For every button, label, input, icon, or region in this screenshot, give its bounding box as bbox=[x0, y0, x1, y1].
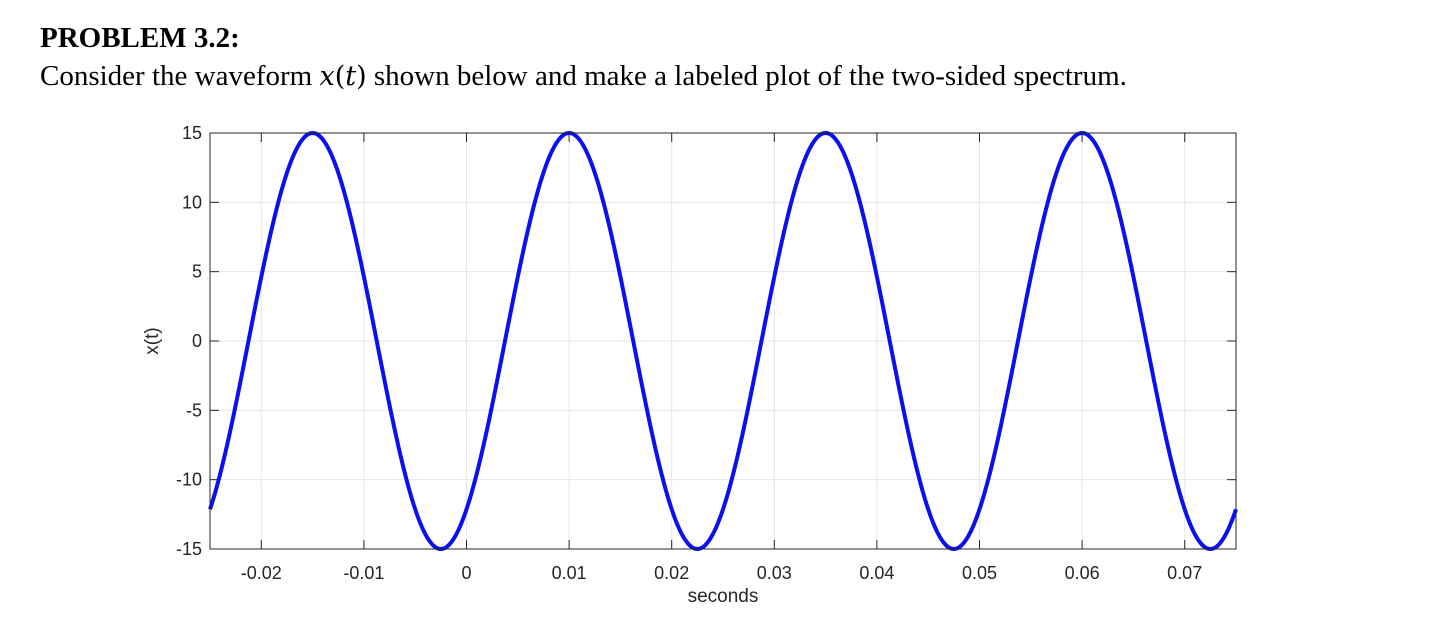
y-tick-label: -5 bbox=[186, 400, 202, 420]
x-tick-label: 0.06 bbox=[1065, 563, 1100, 583]
y-tick-label: 15 bbox=[182, 123, 202, 143]
x-tick-label: 0.01 bbox=[552, 563, 587, 583]
x-tick-label: 0 bbox=[461, 563, 471, 583]
statement-after: shown below and make a labeled plot of t… bbox=[366, 60, 1127, 92]
waveform-line bbox=[208, 131, 1238, 551]
x-tick-label: 0.04 bbox=[859, 563, 894, 583]
x-tick-label: 0.03 bbox=[757, 563, 792, 583]
y-tick-label: -15 bbox=[176, 539, 202, 559]
y-tick-label: 10 bbox=[182, 192, 202, 212]
statement-arg: t bbox=[345, 61, 357, 92]
x-tick-label: 0.05 bbox=[962, 563, 997, 583]
statement-before: Consider the waveform bbox=[40, 60, 320, 92]
x-tick-labels: -0.02 -0.01 0 0.01 0.02 0.03 0.04 0.05 0.06 0.07 bbox=[241, 563, 1202, 583]
problem-title: PROBLEM 3.2: bbox=[40, 22, 240, 54]
x-tick-label: -0.02 bbox=[241, 563, 282, 583]
y-tick-label: 5 bbox=[192, 262, 202, 282]
statement-arg-open: ( bbox=[334, 61, 346, 92]
y-tick-labels: -15 -10 -5 0 5 10 15 bbox=[176, 123, 202, 559]
x-tick-label: 0.02 bbox=[654, 563, 689, 583]
x-axis-label: seconds bbox=[688, 586, 759, 607]
y-tick-label: 0 bbox=[192, 331, 202, 351]
x-tick-label: -0.01 bbox=[343, 563, 384, 583]
grid-lines bbox=[210, 132, 1236, 550]
statement-arg-close: ) bbox=[356, 61, 367, 92]
x-tick-label: 0.07 bbox=[1167, 563, 1202, 583]
statement-var: x bbox=[319, 61, 335, 92]
y-axis-label: x(t) bbox=[142, 327, 163, 354]
y-tick-label: -10 bbox=[176, 470, 202, 490]
problem-statement: Consider the waveform x(t) shown below a… bbox=[40, 60, 1127, 93]
plot-frame bbox=[209, 132, 1237, 550]
